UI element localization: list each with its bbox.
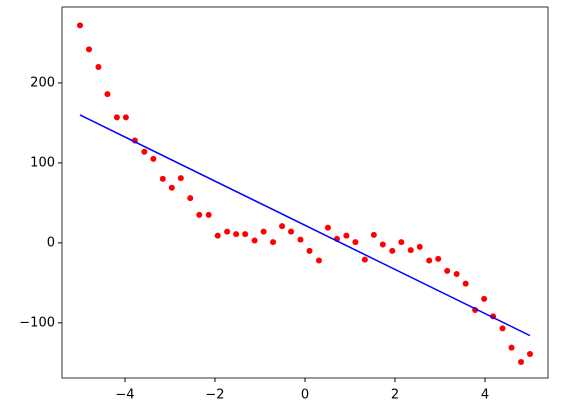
point xyxy=(168,184,175,191)
y-tick-label: 200 xyxy=(30,75,55,90)
line xyxy=(79,114,531,337)
point xyxy=(499,325,506,332)
x-tick-label: 4 xyxy=(481,388,489,403)
plot-frame xyxy=(61,6,549,379)
point xyxy=(187,195,194,202)
point xyxy=(86,46,92,53)
point xyxy=(77,22,83,29)
x-tick-label: −2 xyxy=(205,388,224,403)
point xyxy=(242,231,249,238)
point xyxy=(481,295,488,302)
x-tick-label: −4 xyxy=(115,388,134,403)
point xyxy=(95,63,102,70)
x-tick-label: 0 xyxy=(301,388,309,403)
point xyxy=(453,271,460,278)
point xyxy=(233,231,240,238)
point xyxy=(205,211,212,218)
point xyxy=(379,241,386,248)
point xyxy=(113,114,120,121)
point xyxy=(416,243,423,250)
point xyxy=(407,247,414,254)
point xyxy=(297,236,304,243)
point xyxy=(196,211,203,218)
point xyxy=(279,223,286,230)
point xyxy=(527,351,533,358)
point xyxy=(426,257,433,264)
point xyxy=(270,239,277,246)
point xyxy=(398,239,405,246)
point xyxy=(462,280,469,287)
y-tick-label: −100 xyxy=(19,315,55,330)
point xyxy=(435,255,442,262)
point xyxy=(389,247,396,254)
point xyxy=(306,247,313,254)
plot-area xyxy=(62,7,548,378)
point xyxy=(224,228,231,235)
point xyxy=(122,114,129,121)
x-tick-label: 2 xyxy=(391,388,399,403)
point xyxy=(315,257,322,264)
point xyxy=(150,155,157,162)
point xyxy=(518,359,524,366)
point xyxy=(370,231,377,238)
point xyxy=(352,239,359,246)
point xyxy=(251,237,258,244)
point xyxy=(288,228,295,235)
point xyxy=(159,175,166,182)
point xyxy=(214,232,221,239)
point xyxy=(444,267,451,274)
point xyxy=(177,175,184,182)
y-tick-label: 100 xyxy=(30,155,55,170)
point xyxy=(260,228,267,235)
point xyxy=(343,232,350,239)
point xyxy=(141,148,148,155)
point xyxy=(104,91,111,98)
point xyxy=(361,256,368,263)
y-tick-label: 0 xyxy=(47,235,55,250)
point xyxy=(508,344,515,351)
point xyxy=(324,224,331,231)
